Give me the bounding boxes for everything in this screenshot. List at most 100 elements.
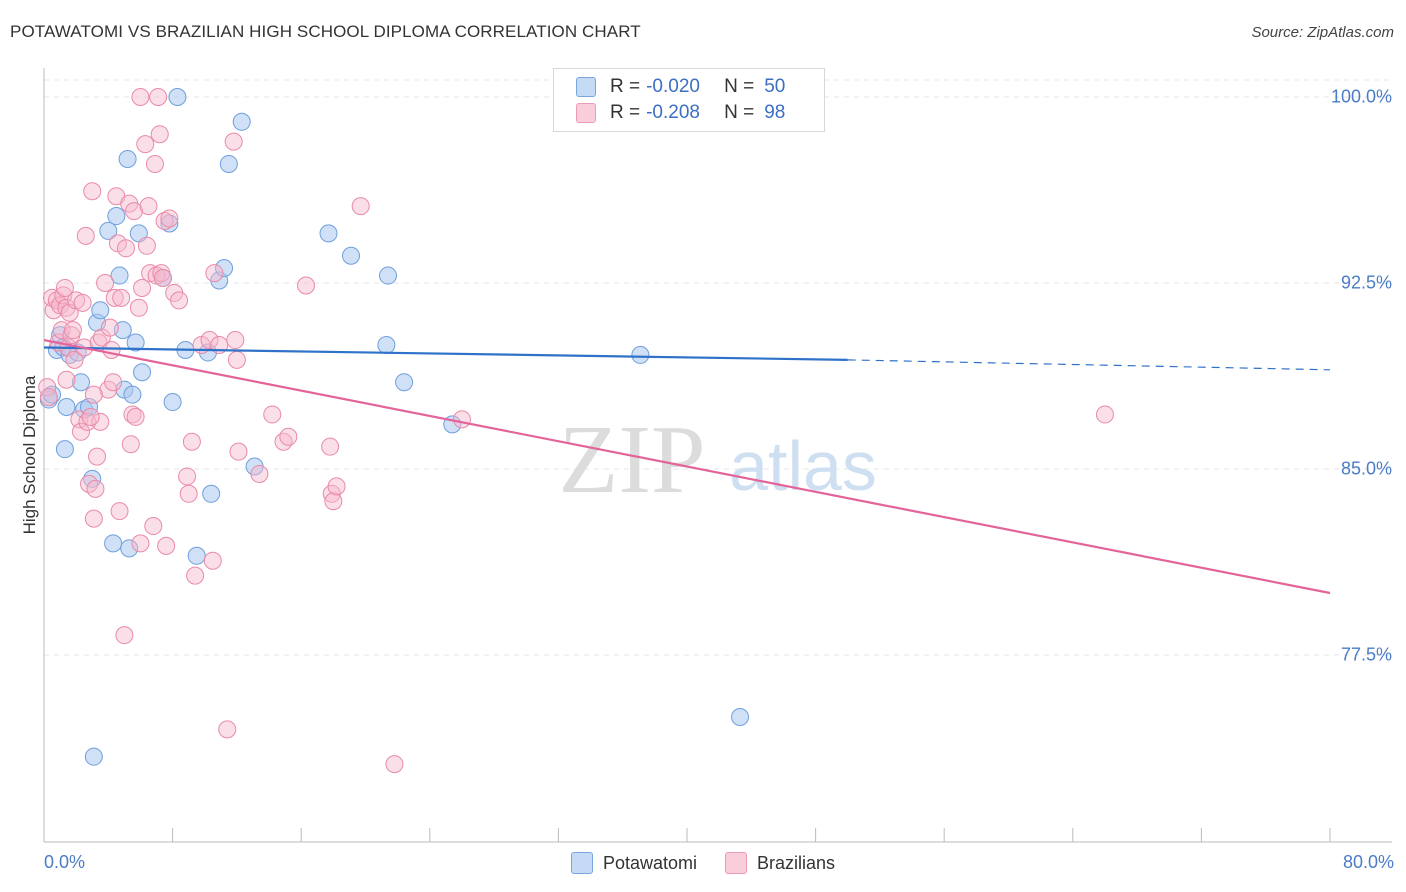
legend-item-brazilians[interactable]: Brazilians bbox=[725, 852, 835, 874]
data-point-brazilian bbox=[385, 755, 404, 774]
brazilian-points bbox=[38, 88, 1114, 774]
watermark: ZIP atlas bbox=[559, 406, 877, 514]
data-point-brazilian bbox=[57, 298, 76, 317]
potawatomi-swatch bbox=[570, 852, 593, 874]
data-point-potawatomi bbox=[71, 373, 90, 392]
data-point-potawatomi bbox=[120, 539, 139, 558]
chart-title: POTAWATOMI VS BRAZILIAN HIGH SCHOOL DIPL… bbox=[10, 22, 641, 41]
data-point-brazilian bbox=[55, 278, 74, 297]
trend-lines bbox=[43, 338, 1331, 595]
data-point-potawatomi bbox=[342, 246, 361, 265]
data-point-brazilian bbox=[88, 447, 107, 466]
data-point-potawatomi bbox=[133, 363, 152, 382]
data-point-potawatomi bbox=[83, 469, 102, 488]
data-point-potawatomi bbox=[104, 534, 123, 553]
brazilian-swatch bbox=[725, 852, 747, 874]
potawatomi-points bbox=[39, 88, 750, 766]
data-point-potawatomi bbox=[631, 345, 650, 364]
data-point-potawatomi bbox=[91, 301, 110, 320]
data-point-brazilian bbox=[144, 517, 163, 536]
data-point-brazilian bbox=[126, 407, 145, 426]
data-point-brazilian bbox=[115, 626, 134, 645]
y-tick-label: 85.0% bbox=[1340, 458, 1392, 479]
legend-label: Brazilians bbox=[757, 852, 836, 873]
data-point-brazilian bbox=[452, 410, 471, 429]
data-point-brazilian bbox=[321, 437, 340, 456]
data-point-brazilian bbox=[297, 276, 316, 295]
series-legend: Potawatomi Brazilians bbox=[0, 852, 1406, 874]
data-point-potawatomi bbox=[319, 224, 338, 243]
data-point-potawatomi bbox=[163, 393, 182, 412]
data-point-potawatomi bbox=[379, 266, 398, 285]
x-tick-min: 0.0% bbox=[44, 852, 86, 872]
data-point-brazilian bbox=[224, 132, 243, 151]
data-point-brazilian bbox=[149, 88, 168, 106]
data-point-brazilian bbox=[86, 479, 105, 498]
data-point-brazilian bbox=[279, 427, 298, 446]
data-point-potawatomi bbox=[126, 333, 145, 352]
data-point-brazilian bbox=[63, 321, 82, 340]
data-point-brazilian bbox=[96, 274, 115, 292]
data-point-brazilian bbox=[76, 226, 95, 245]
data-point-potawatomi bbox=[377, 336, 396, 354]
data-point-brazilian bbox=[227, 350, 246, 369]
data-point-brazilian bbox=[139, 197, 158, 216]
n-label: N = bbox=[724, 76, 755, 97]
data-point-brazilian bbox=[179, 484, 198, 503]
data-point-brazilian bbox=[102, 340, 121, 359]
data-point-brazilian bbox=[150, 125, 169, 144]
data-point-brazilian bbox=[250, 464, 269, 483]
data-point-brazilian bbox=[78, 412, 97, 431]
data-point-brazilian bbox=[136, 135, 155, 154]
data-point-brazilian bbox=[155, 212, 174, 230]
data-point-brazilian bbox=[178, 467, 197, 486]
data-point-brazilian bbox=[131, 88, 150, 106]
legend-label: Potawatomi bbox=[602, 852, 697, 873]
data-point-brazilian bbox=[182, 432, 201, 451]
trend-line-potawatomi-extension bbox=[847, 359, 1331, 371]
data-point-brazilian bbox=[91, 412, 110, 431]
y-tick-label: 77.5% bbox=[1340, 644, 1392, 665]
data-point-brazilian bbox=[125, 202, 144, 221]
data-point-brazilian bbox=[205, 264, 224, 283]
data-point-brazilian bbox=[133, 278, 152, 297]
data-point-potawatomi bbox=[168, 88, 187, 106]
data-point-brazilian bbox=[186, 566, 205, 585]
brazilian-swatch bbox=[576, 103, 596, 123]
r-label: R = bbox=[610, 76, 641, 97]
legend-item-potawatomi[interactable]: Potawatomi bbox=[570, 852, 697, 874]
legend-row-potawatomi: R = -0.020 N = 50 bbox=[576, 75, 785, 99]
data-point-brazilian bbox=[71, 422, 90, 441]
stats-legend: R = -0.020 N = 50 R = -0.208 N = 98 bbox=[553, 68, 825, 132]
n-label: N = bbox=[724, 102, 755, 123]
potawatomi-swatch bbox=[576, 77, 596, 97]
r-value: -0.020 bbox=[646, 76, 700, 97]
data-point-brazilian bbox=[153, 269, 172, 288]
data-point-potawatomi bbox=[731, 708, 750, 726]
data-point-brazilian bbox=[83, 182, 102, 201]
data-point-brazilian bbox=[218, 720, 237, 739]
data-point-potawatomi bbox=[123, 385, 142, 404]
data-point-brazilian bbox=[73, 293, 92, 312]
data-point-brazilian bbox=[100, 318, 119, 337]
data-point-brazilian bbox=[131, 534, 150, 553]
data-point-brazilian bbox=[1095, 405, 1114, 424]
n-value: 98 bbox=[764, 102, 786, 123]
data-point-brazilian bbox=[157, 536, 176, 555]
legend-row-brazilians: R = -0.208 N = 98 bbox=[576, 101, 785, 125]
trend-line-brazilian bbox=[43, 338, 1331, 595]
data-point-brazilian bbox=[327, 477, 346, 496]
data-point-brazilian bbox=[274, 432, 293, 451]
data-point-brazilian bbox=[160, 209, 179, 228]
data-point-brazilian bbox=[84, 385, 103, 404]
source-label: Source: ZipAtlas.com bbox=[1251, 24, 1394, 41]
data-point-brazilian bbox=[203, 551, 222, 570]
data-point-brazilian bbox=[200, 331, 219, 350]
data-point-potawatomi bbox=[57, 398, 76, 416]
data-point-brazilian bbox=[121, 435, 140, 454]
data-point-brazilian bbox=[110, 502, 129, 521]
x-tick-max: 80.0% bbox=[1342, 852, 1394, 872]
data-point-brazilian bbox=[84, 509, 103, 528]
data-point-brazilian bbox=[324, 492, 343, 511]
